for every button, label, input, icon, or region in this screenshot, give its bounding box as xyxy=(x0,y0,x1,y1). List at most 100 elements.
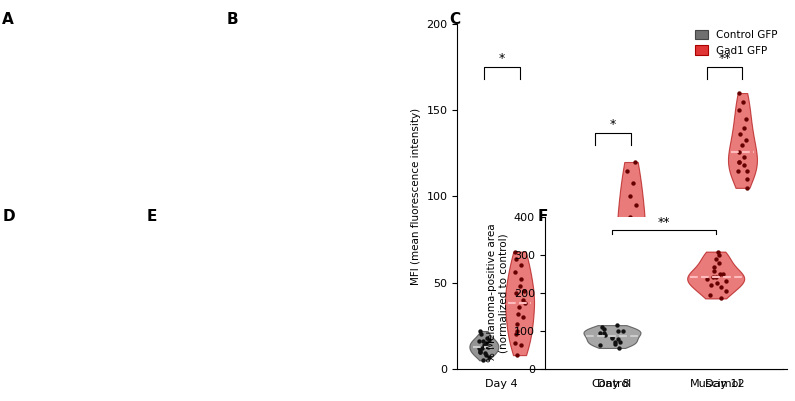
Text: C: C xyxy=(449,12,460,27)
Point xyxy=(699,245,712,251)
Point xyxy=(738,162,750,169)
Point xyxy=(732,148,745,155)
Point xyxy=(734,131,747,138)
Point xyxy=(481,335,494,341)
Point xyxy=(514,276,527,282)
Point xyxy=(740,136,753,143)
Point xyxy=(622,219,635,225)
Point xyxy=(592,266,605,272)
Text: A: A xyxy=(2,12,14,27)
Point xyxy=(700,276,713,283)
Text: B: B xyxy=(227,12,238,27)
Point xyxy=(590,288,603,294)
Point xyxy=(741,176,754,182)
Point xyxy=(622,297,635,303)
Point xyxy=(700,238,713,245)
Point xyxy=(702,243,715,250)
Point xyxy=(714,270,727,277)
Text: E: E xyxy=(147,209,157,223)
Point xyxy=(624,193,637,200)
Point xyxy=(606,335,619,342)
Point xyxy=(476,357,489,363)
Point xyxy=(511,321,524,327)
Point xyxy=(697,249,710,255)
Point xyxy=(595,324,608,330)
Point xyxy=(732,90,745,96)
Point xyxy=(710,274,723,281)
Point xyxy=(474,328,487,334)
Point xyxy=(612,336,625,342)
Point xyxy=(475,331,487,338)
Point xyxy=(511,328,524,334)
Point xyxy=(625,271,638,277)
Point xyxy=(619,254,632,260)
Point xyxy=(512,310,525,317)
Text: *: * xyxy=(610,118,616,131)
Point xyxy=(478,342,491,348)
Point xyxy=(738,154,750,160)
Point xyxy=(510,331,522,338)
Point xyxy=(715,295,727,302)
Point xyxy=(623,214,636,221)
Point xyxy=(703,250,716,257)
Point xyxy=(593,330,606,336)
Point xyxy=(477,338,490,344)
Point xyxy=(614,339,626,346)
Point xyxy=(606,333,619,340)
Point xyxy=(514,283,526,290)
Point xyxy=(588,279,600,286)
Point xyxy=(713,251,726,258)
Point xyxy=(738,124,750,131)
Point xyxy=(508,269,521,275)
Point xyxy=(620,276,633,282)
Point xyxy=(710,256,723,262)
Point xyxy=(704,292,717,298)
Point xyxy=(584,279,597,286)
Point xyxy=(719,278,732,285)
Point xyxy=(474,348,487,355)
Point xyxy=(483,354,495,360)
Point xyxy=(620,168,633,174)
Text: **: ** xyxy=(657,216,670,229)
Point xyxy=(740,168,753,174)
Point xyxy=(593,278,606,284)
Point xyxy=(705,282,718,288)
Point xyxy=(623,314,636,320)
Point xyxy=(584,273,597,279)
Point xyxy=(700,233,712,239)
Point xyxy=(588,269,600,275)
Point xyxy=(591,271,604,277)
Point xyxy=(626,180,639,186)
Y-axis label: MFI (mean fluorescence intensity): MFI (mean fluorescence intensity) xyxy=(411,108,421,285)
Legend: Control GFP, Gad1 GFP: Control GFP, Gad1 GFP xyxy=(691,26,781,60)
Point xyxy=(473,345,486,351)
Point xyxy=(589,274,602,281)
Y-axis label: % Melanoma-positive area
(normalized to control): % Melanoma-positive area (normalized to … xyxy=(487,223,508,362)
Point xyxy=(509,340,522,346)
Text: F: F xyxy=(537,209,548,223)
Point xyxy=(474,348,487,355)
Point xyxy=(518,300,531,307)
Point xyxy=(585,292,598,298)
Point xyxy=(696,254,709,260)
Point xyxy=(630,228,642,234)
Point xyxy=(711,280,723,286)
Point xyxy=(712,248,724,255)
Point xyxy=(630,202,642,209)
Point xyxy=(594,342,607,348)
Point xyxy=(509,249,522,255)
Point xyxy=(479,340,492,346)
Point xyxy=(612,345,625,351)
Point xyxy=(475,345,488,351)
Point xyxy=(704,259,717,265)
Point xyxy=(597,326,610,332)
Point xyxy=(741,184,754,191)
Point xyxy=(612,328,625,334)
Text: **: ** xyxy=(719,53,731,65)
Point xyxy=(593,283,606,290)
Point xyxy=(587,262,599,269)
Point xyxy=(517,314,529,320)
Point xyxy=(608,341,621,347)
Point xyxy=(483,336,495,343)
Point xyxy=(628,259,641,265)
